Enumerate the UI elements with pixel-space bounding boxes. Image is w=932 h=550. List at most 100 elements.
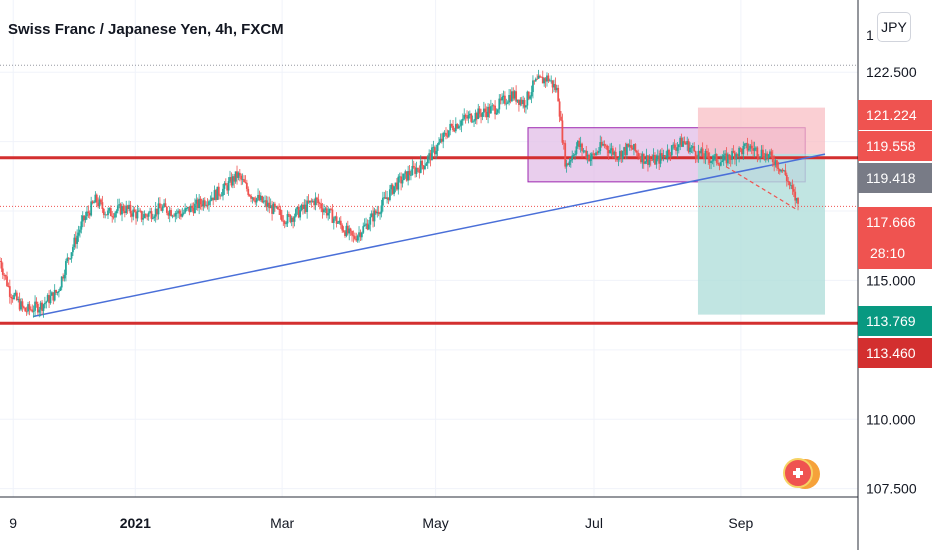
candle-body	[725, 153, 728, 164]
candle-body	[150, 211, 153, 219]
candle-body	[17, 299, 20, 301]
candle-body	[536, 78, 539, 80]
candle-body	[574, 153, 576, 156]
candle-body	[175, 212, 178, 214]
candle-body	[300, 204, 303, 211]
candle-body	[339, 220, 342, 226]
candle-body	[202, 200, 205, 207]
candle-body	[597, 151, 600, 153]
candle-body	[306, 200, 309, 212]
candle-body	[328, 208, 331, 214]
candle-body	[750, 145, 753, 149]
candle-body	[363, 224, 366, 227]
candle-body	[146, 215, 149, 217]
candle-body	[203, 200, 206, 206]
candle-body	[735, 154, 738, 160]
candle-body	[318, 203, 321, 204]
candle-body	[27, 304, 29, 312]
candle-body	[383, 197, 386, 199]
candle-body	[739, 147, 742, 149]
candle-body	[550, 80, 553, 82]
candle-body	[81, 215, 84, 222]
candle-body	[707, 152, 710, 159]
candle-body	[630, 145, 633, 148]
candle-body	[774, 160, 777, 166]
candle-body	[160, 208, 163, 211]
candle-body	[111, 216, 114, 217]
candle-body	[475, 112, 478, 120]
candle-body	[177, 210, 180, 213]
candle-body	[25, 311, 28, 313]
candle-body	[746, 143, 749, 151]
candle-body	[36, 303, 39, 313]
candle-body	[272, 203, 275, 214]
candle-body	[757, 156, 760, 158]
candle-body	[257, 194, 259, 199]
candle-body	[206, 204, 209, 206]
candle-body	[519, 99, 522, 105]
candle-body	[46, 295, 49, 302]
candle-body	[233, 176, 236, 182]
currency-button[interactable]: JPY	[877, 12, 911, 42]
candle-body	[123, 211, 126, 213]
candle-body	[62, 276, 65, 279]
candle-body	[95, 194, 98, 203]
candle-body	[719, 162, 722, 166]
candle-body	[619, 151, 621, 158]
candle-body	[353, 236, 356, 239]
candle-body	[661, 153, 663, 157]
candle-body	[614, 151, 617, 160]
x-tick-label: Jul	[585, 515, 603, 531]
candle-body	[686, 140, 689, 145]
candle-body	[359, 232, 362, 238]
candle-body	[711, 160, 714, 162]
candle-body	[237, 172, 240, 178]
candle-body	[488, 106, 491, 114]
take-profit-zone	[697, 153, 825, 315]
candle-body	[69, 258, 72, 260]
candle-body	[463, 115, 466, 119]
candle-body	[604, 145, 607, 147]
candle-body	[355, 238, 358, 241]
candle-body	[70, 252, 73, 259]
candle-body	[776, 160, 778, 168]
candle-body	[415, 167, 418, 174]
candle-body	[348, 228, 351, 234]
candle-body	[530, 92, 533, 97]
candle-body	[397, 176, 400, 190]
candle-body	[189, 205, 192, 213]
candle-body	[104, 214, 107, 216]
candle-body	[50, 292, 53, 296]
candle-body	[575, 146, 578, 154]
candle-body	[324, 208, 327, 210]
candle-body	[495, 112, 498, 115]
candle-body	[672, 144, 675, 146]
candle-body	[766, 153, 769, 158]
candle-body	[22, 306, 25, 308]
candle-body	[541, 76, 544, 84]
candle-body	[278, 209, 280, 210]
price-badge	[858, 163, 932, 193]
candle-body	[282, 220, 285, 222]
candle-body	[314, 197, 317, 206]
candle-body	[795, 198, 798, 201]
candle-body	[446, 135, 449, 137]
candle-body	[494, 105, 496, 115]
candle-body	[684, 142, 687, 145]
x-tick-label: Sep	[728, 515, 753, 531]
candle-body	[668, 149, 670, 156]
candle-body	[436, 144, 439, 151]
candle-body	[281, 215, 283, 221]
candle-body	[370, 213, 373, 217]
candle-body	[783, 170, 785, 172]
trendline	[32, 153, 826, 318]
candle-body	[481, 112, 484, 117]
candle-body	[243, 179, 245, 183]
candle-body	[496, 109, 499, 113]
candle-body	[381, 197, 384, 206]
candle-body	[564, 143, 567, 167]
candle-body	[365, 223, 367, 225]
candle-body	[491, 105, 494, 107]
candle-body	[589, 158, 592, 162]
